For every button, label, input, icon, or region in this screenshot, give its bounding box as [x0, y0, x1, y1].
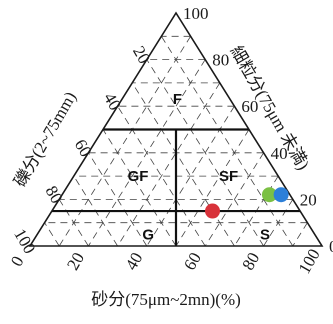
blue-point	[273, 187, 289, 203]
region-label-sf: SF	[219, 168, 238, 185]
bottom-tick-label: 60	[180, 249, 205, 273]
bottom-tick-label: 100	[295, 245, 324, 277]
left-tick-label: 80	[41, 183, 66, 207]
grid-line-sand	[204, 152, 264, 247]
classification-boundaries	[51, 128, 301, 246]
bottom-tick-label: 80	[238, 249, 263, 273]
grid-line-gravel	[44, 222, 60, 247]
grid-line-sand	[263, 199, 294, 247]
region-label-s: S	[260, 226, 270, 243]
right-tick-label: 80	[212, 51, 229, 70]
grid-line-gravel	[88, 152, 148, 247]
grid-line-sand	[292, 222, 308, 247]
triangle-frame	[28, 11, 324, 247]
region-label-g: G	[142, 226, 154, 243]
green-point	[261, 187, 277, 203]
left-tick-label: 60	[71, 136, 96, 160]
bottom-tick-label: 20	[63, 249, 88, 273]
left-axis-title: 礫分(2~75mm)	[10, 88, 80, 190]
right-tick-label: 60	[241, 97, 258, 116]
region-labels: F GF SF G S	[128, 91, 270, 243]
left-tick-label: 20	[129, 43, 154, 67]
sample-points	[205, 187, 289, 219]
grid-line-sand	[117, 82, 221, 247]
right-tick-label: 20	[300, 190, 317, 209]
bottom-axis-title: 砂分(75μm~2mn)(%)	[91, 290, 241, 309]
left-tick-label: 100	[10, 225, 39, 257]
region-label-f: F	[173, 91, 182, 108]
right-tick-label: 100	[183, 4, 209, 23]
right-tick-label: 40	[271, 144, 288, 163]
grid-line-gravel	[131, 82, 235, 247]
grid-line-gravel	[102, 129, 177, 247]
bottom-tick-label: 40	[122, 249, 147, 273]
grid-line-gravel	[58, 199, 89, 247]
right-tick-label: 0	[329, 237, 333, 256]
red-point	[205, 203, 220, 219]
region-label-gf: GF	[128, 168, 149, 185]
grid-line-sand	[175, 129, 250, 247]
left-tick-label: 40	[100, 89, 125, 113]
